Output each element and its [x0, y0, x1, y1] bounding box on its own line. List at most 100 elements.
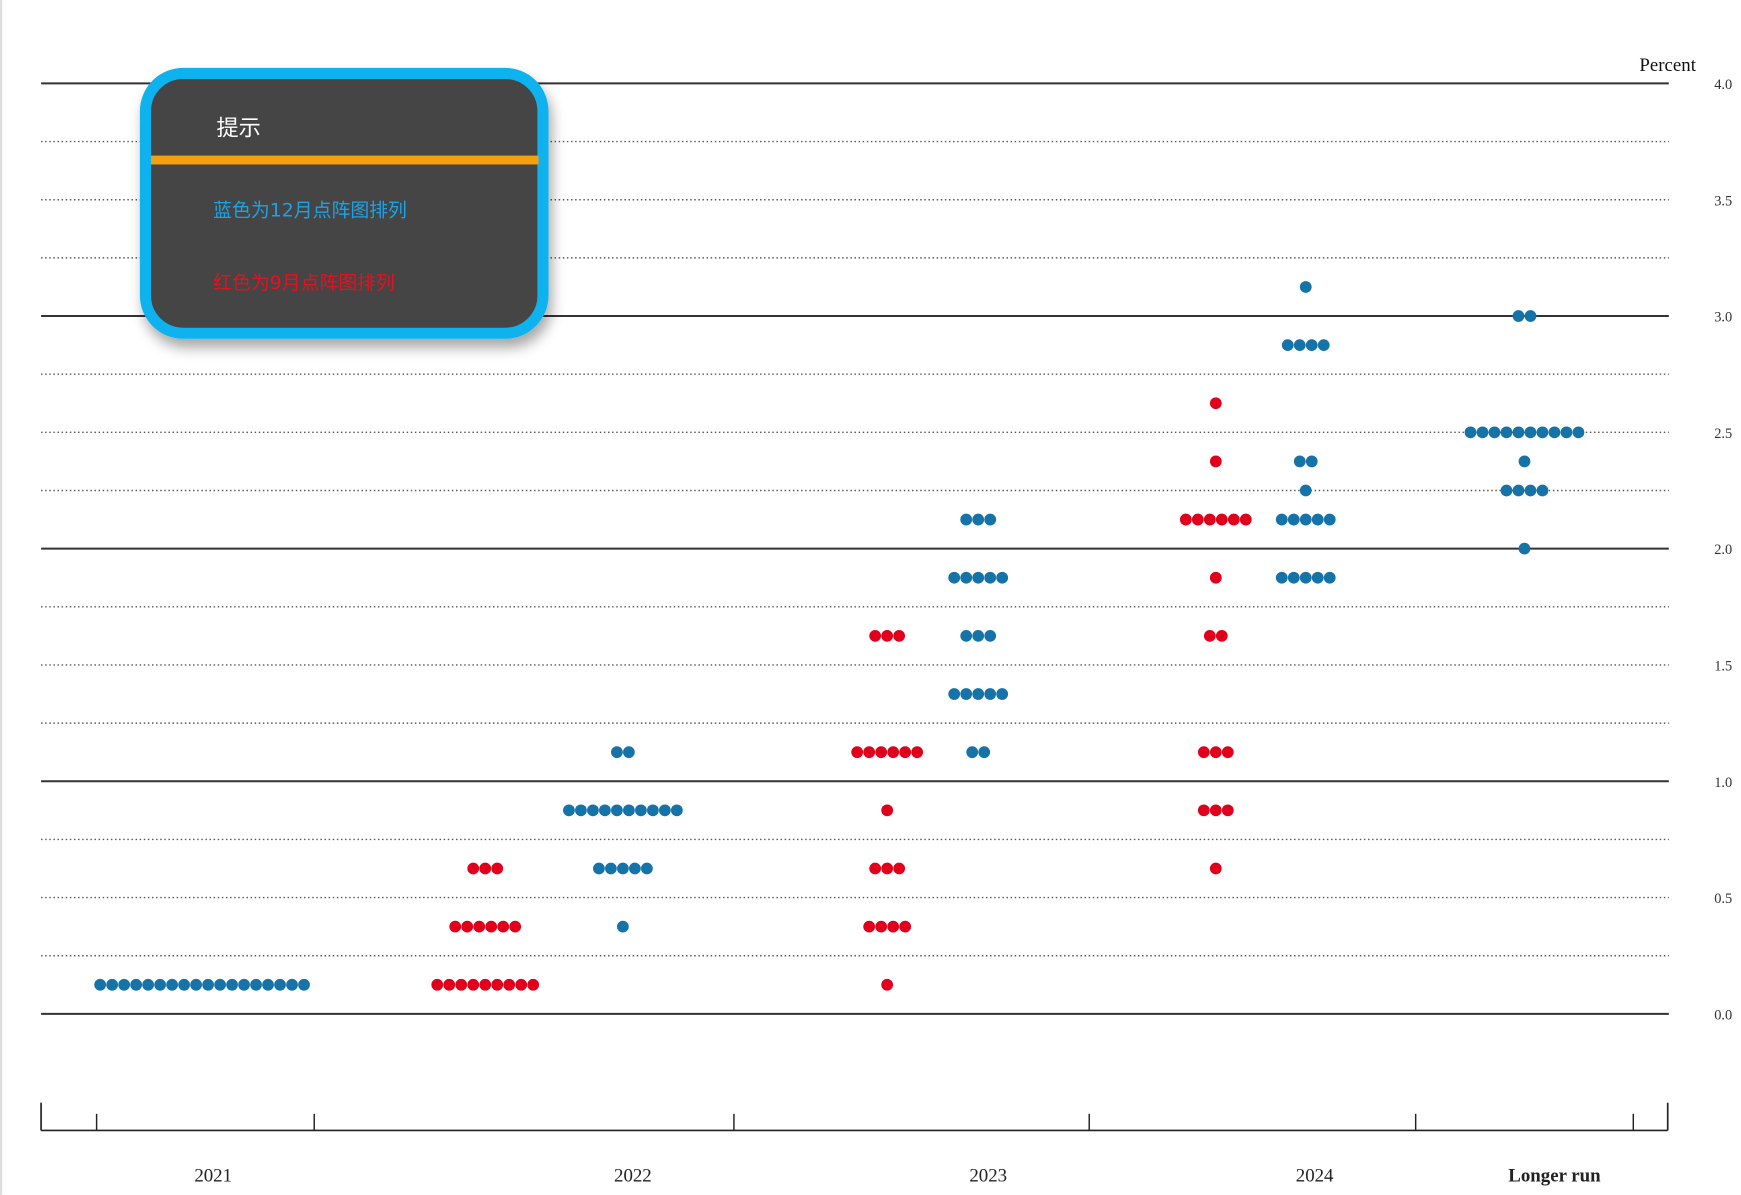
- y-tick-label: 1.0: [1714, 775, 1732, 791]
- dot: [863, 746, 876, 759]
- dot: [887, 920, 900, 933]
- dot: [1221, 804, 1234, 817]
- dot: [593, 862, 605, 875]
- legend-divider: [151, 155, 539, 165]
- dot: [286, 978, 298, 991]
- dot: [1512, 484, 1525, 497]
- dot: [881, 978, 894, 991]
- dot: [646, 804, 659, 817]
- y-tick-label: 3.0: [1714, 310, 1732, 326]
- dot: [617, 862, 629, 875]
- dot: [972, 513, 985, 526]
- x-tick-label: 2022: [614, 1166, 652, 1187]
- dot: [851, 746, 864, 759]
- dot: [467, 978, 480, 991]
- dot: [1548, 426, 1561, 439]
- x-axis-ticks: [40, 1102, 1669, 1131]
- dot: [634, 804, 647, 817]
- legend: [139, 67, 549, 339]
- dot: [1524, 310, 1537, 322]
- dot: [166, 978, 178, 991]
- dot: [485, 920, 498, 933]
- dot: [94, 978, 107, 991]
- dot: [1293, 455, 1306, 468]
- dot: [1518, 455, 1531, 468]
- dot: [497, 920, 510, 933]
- dot: [984, 629, 997, 642]
- dot: [491, 978, 504, 991]
- y-tick-label: 3.5: [1714, 193, 1732, 209]
- dot: [1209, 397, 1222, 410]
- dot: [1179, 513, 1192, 526]
- dot: [978, 746, 991, 759]
- y-tick-label: 2.0: [1714, 542, 1732, 558]
- dot: [154, 978, 166, 991]
- dot: [1305, 339, 1318, 351]
- legend-box: [139, 67, 549, 339]
- dot: [869, 629, 882, 642]
- dot: [658, 804, 671, 817]
- dot: [1560, 426, 1573, 439]
- dot: [640, 862, 653, 875]
- dots: [94, 281, 1585, 991]
- dot: [1323, 571, 1336, 584]
- dot: [250, 978, 262, 991]
- dot: [563, 804, 575, 817]
- dot: [911, 746, 924, 759]
- dot: [473, 920, 486, 933]
- dot: [1209, 746, 1222, 759]
- legend-title: 提示: [217, 115, 261, 141]
- dot: [972, 571, 985, 584]
- dot: [875, 746, 888, 759]
- dot: [1227, 513, 1240, 526]
- dot: [984, 571, 997, 584]
- dot: [899, 920, 912, 933]
- dot: [1311, 513, 1324, 526]
- dot: [298, 978, 310, 991]
- dot: [449, 920, 462, 933]
- dot: [1299, 513, 1312, 526]
- dot: [960, 513, 973, 526]
- dot: [1536, 484, 1549, 497]
- dot: [214, 978, 226, 991]
- dot: [106, 978, 119, 991]
- dot: [599, 804, 611, 817]
- dot: [887, 746, 900, 759]
- dot: [1215, 513, 1228, 526]
- legend-entry: 红色为9月点阵图排列: [213, 272, 395, 294]
- dot: [1299, 571, 1312, 584]
- dot: [1209, 804, 1222, 817]
- dot: [1209, 455, 1222, 468]
- dot: [527, 978, 540, 991]
- dot: [443, 978, 456, 991]
- dot: [893, 862, 906, 875]
- dot: [972, 688, 985, 700]
- dot: [1305, 455, 1318, 468]
- dot: [178, 978, 190, 991]
- dot: [467, 862, 480, 875]
- dot: [1281, 339, 1294, 351]
- dot: [503, 978, 516, 991]
- dot: [1197, 746, 1210, 759]
- dot: [431, 978, 444, 991]
- dot: [142, 978, 155, 991]
- dot: [202, 978, 214, 991]
- dot: [869, 862, 882, 875]
- dot: [1536, 426, 1549, 439]
- dot: [1500, 484, 1513, 497]
- dot: [1275, 513, 1288, 526]
- y-tick-label: 4.0: [1714, 77, 1732, 93]
- dot: [515, 978, 528, 991]
- dot: [960, 571, 973, 584]
- dot: [1221, 746, 1234, 759]
- dot: [1311, 571, 1324, 584]
- dot: [1299, 281, 1312, 293]
- dot: [617, 920, 629, 933]
- dot: [670, 804, 683, 817]
- dot: [984, 688, 997, 700]
- dot: [996, 571, 1009, 584]
- dot: [491, 862, 504, 875]
- dot: [605, 862, 617, 875]
